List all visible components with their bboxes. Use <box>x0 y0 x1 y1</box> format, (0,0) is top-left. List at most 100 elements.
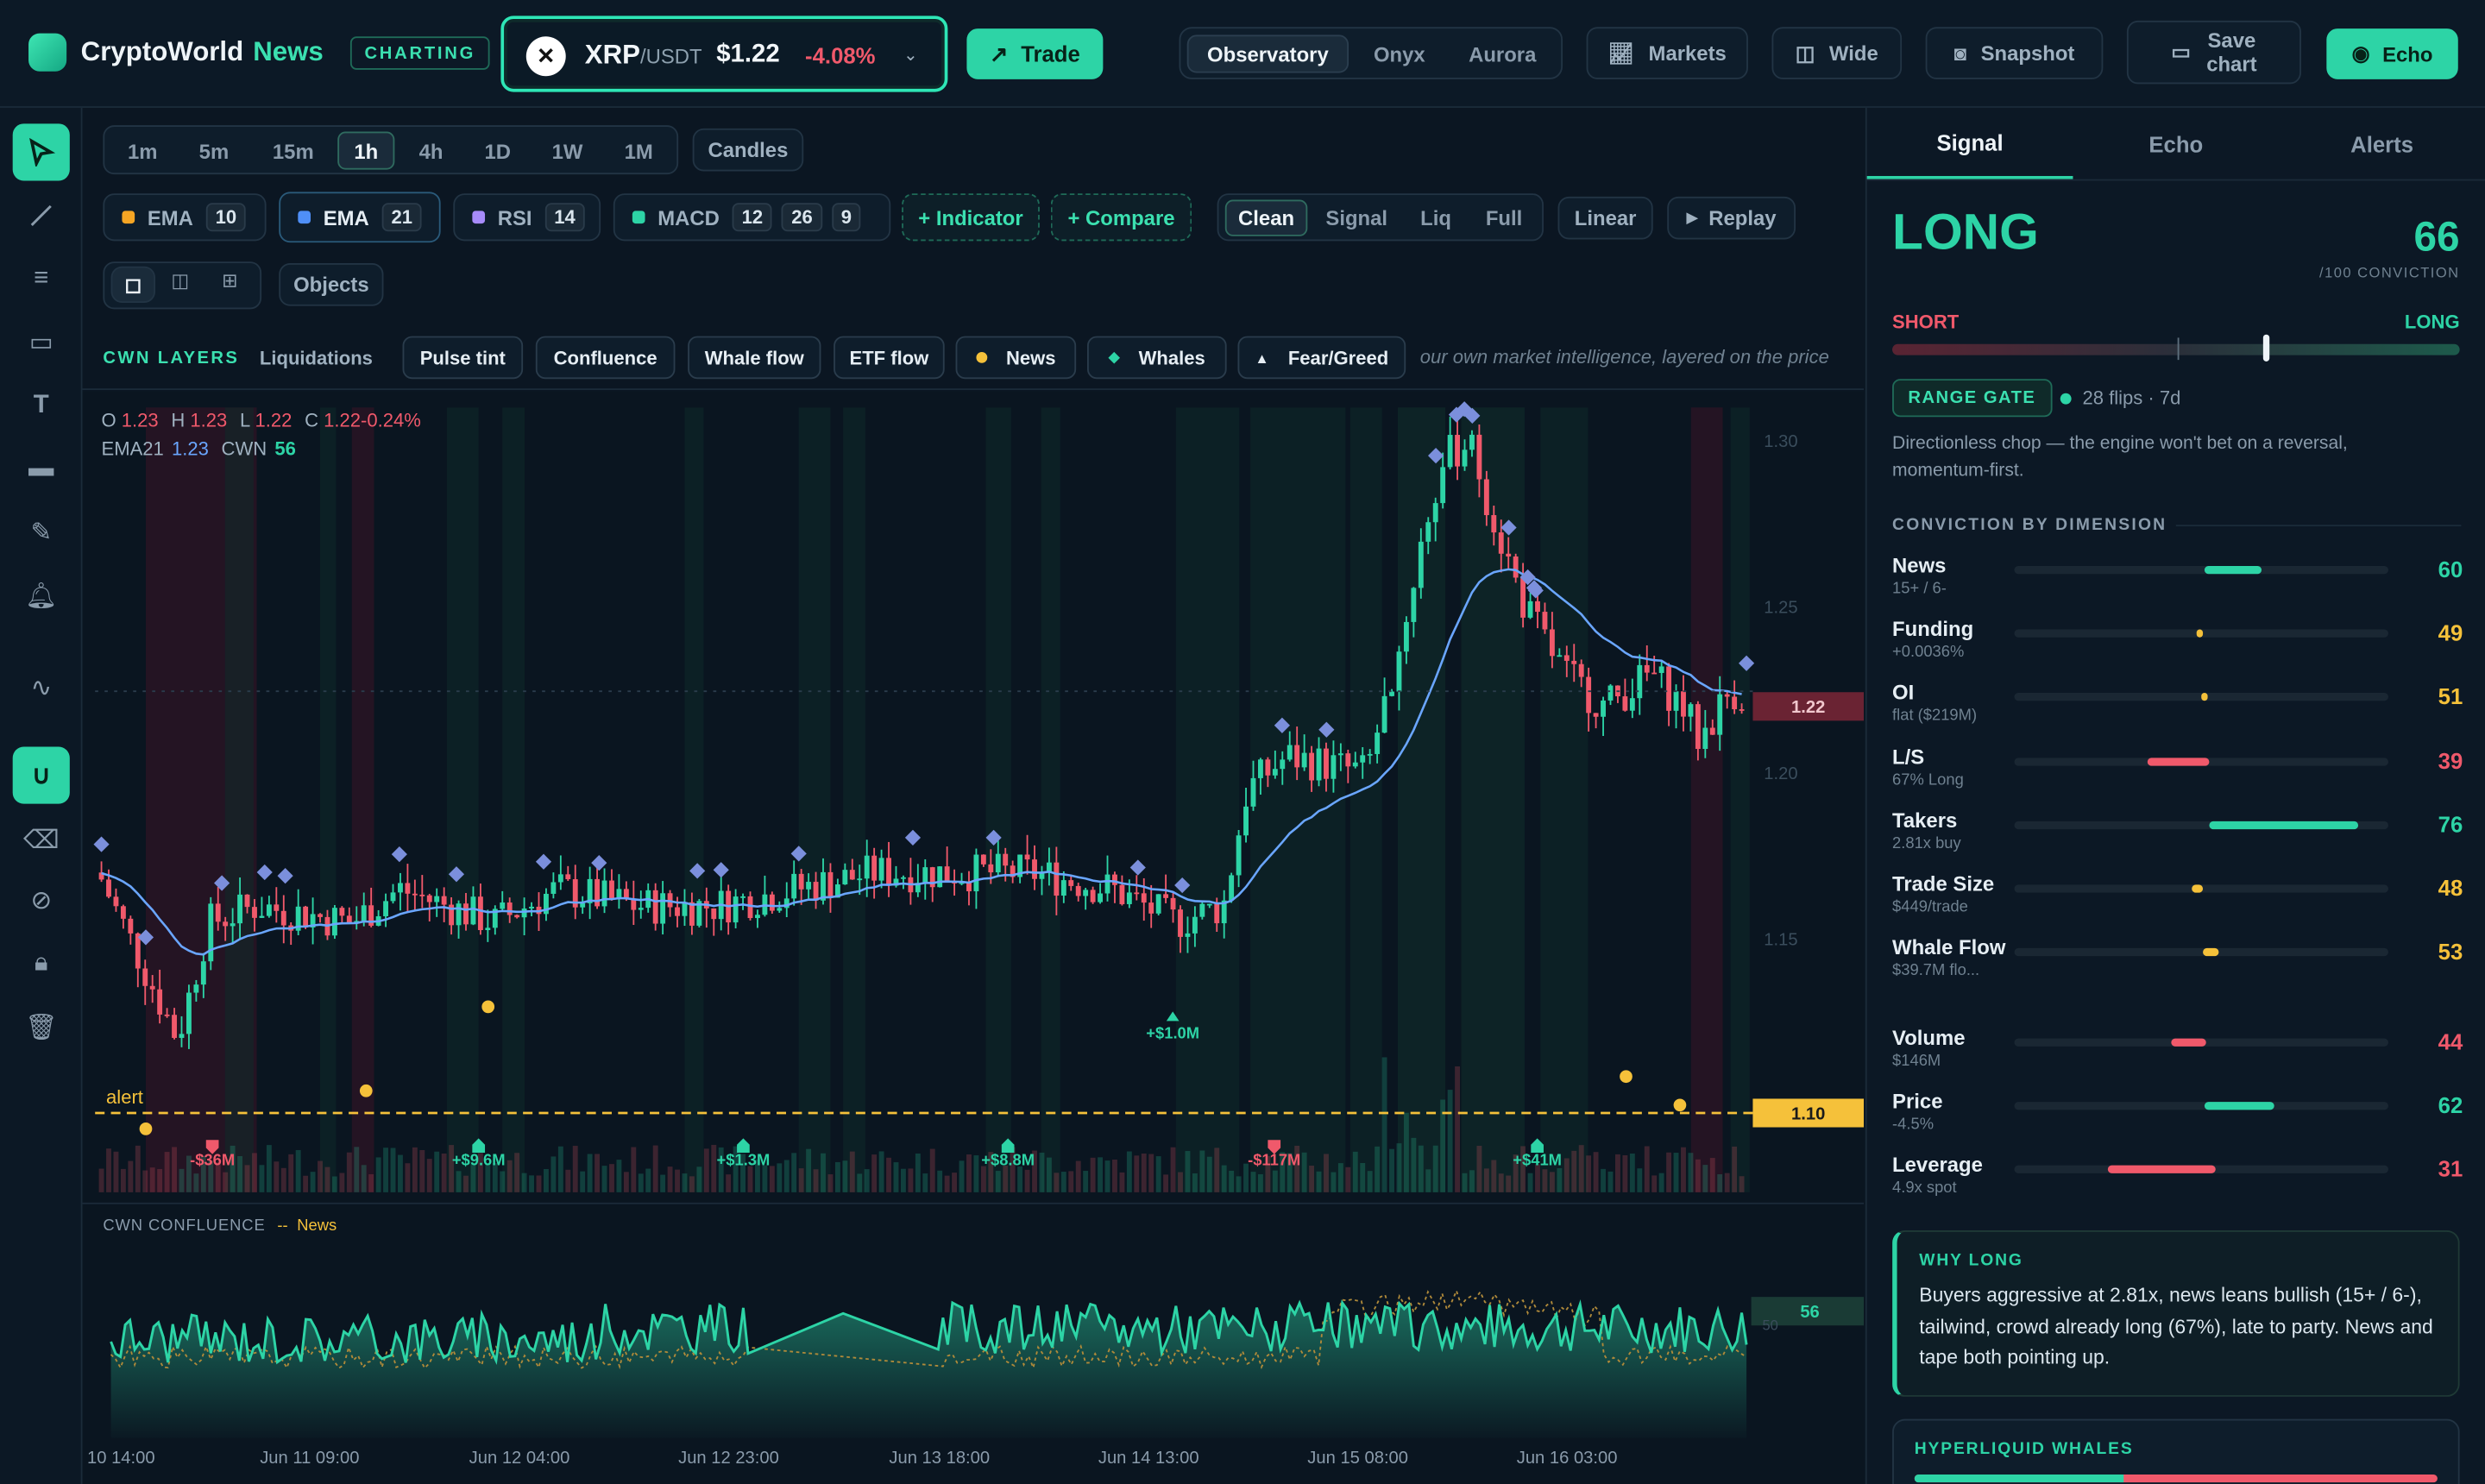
brush-tool[interactable]: ✎ <box>13 504 70 561</box>
whale-marker[interactable] <box>1129 859 1146 876</box>
trendline-tool[interactable] <box>13 187 70 244</box>
wave-tool[interactable]: ∿ <box>13 659 70 716</box>
alert-price-tag <box>1752 1098 1864 1128</box>
cursor-tool[interactable] <box>12 123 70 181</box>
lock-tool[interactable]: 🔒︎ <box>13 935 70 992</box>
add-indicator-button[interactable]: + Indicator <box>902 193 1040 242</box>
price-chart[interactable]: -$36M +$9.6M +$1.3M +$8.8M -$117M +$41M +$1.0M… <box>82 391 1864 1484</box>
candle <box>1637 664 1643 699</box>
layer-whales[interactable]: ◆ Whales <box>1087 336 1227 380</box>
whale-marker[interactable] <box>1318 721 1335 738</box>
rect-tool[interactable]: ▭ <box>13 314 70 371</box>
tab-echo[interactable]: Echo <box>2148 130 2204 157</box>
pulse-tint-6 <box>684 407 704 1192</box>
volume-bar <box>1375 1146 1381 1192</box>
whale-marker[interactable] <box>93 836 110 852</box>
indicator-color <box>472 211 486 224</box>
add-compare-button[interactable]: + Compare <box>1050 193 1192 242</box>
eraser-tool[interactable]: ⌫ <box>13 812 70 869</box>
layer-liquidations[interactable]: Liquidations <box>259 346 373 369</box>
measure-tool[interactable]: ▬ <box>13 441 70 498</box>
text-tool[interactable]: T <box>13 377 70 434</box>
indicator-rsi[interactable]: RSI 14 <box>453 193 601 242</box>
whale-marker[interactable] <box>591 855 607 871</box>
tab-alerts[interactable]: Alerts <box>2350 130 2414 157</box>
theme-observatory[interactable]: Observatory <box>1186 35 1349 73</box>
layout-single-icon[interactable]: ◻ <box>110 266 155 303</box>
volume-bar <box>230 1145 236 1192</box>
whale-marker[interactable] <box>1464 407 1481 424</box>
whale-marker[interactable] <box>1738 655 1755 671</box>
candle <box>1724 694 1730 697</box>
news-marker[interactable] <box>1673 1098 1687 1112</box>
wide-button[interactable]: ◫ Wide <box>1771 27 1903 79</box>
whale-marker[interactable] <box>1274 717 1291 733</box>
view-signal[interactable]: Signal <box>1325 205 1388 230</box>
timeframe-1d[interactable]: 1D <box>484 138 512 163</box>
whale-marker[interactable] <box>689 863 706 879</box>
theme-onyx[interactable]: Onyx <box>1373 41 1425 66</box>
volume-bar <box>1104 1160 1110 1192</box>
ema-line <box>101 568 1742 956</box>
alert-tool[interactable]: 🔔︎ <box>13 568 70 625</box>
snapshot-button[interactable]: ◙ Snapshot <box>1925 27 2104 79</box>
tab-signal[interactable]: Signal <box>1866 108 2073 179</box>
timeframe-1h[interactable]: 1h <box>337 131 395 170</box>
indicator-macd[interactable]: MACD 12 26 9 <box>613 193 891 242</box>
news-marker[interactable] <box>1620 1070 1633 1084</box>
magnet-tool[interactable]: ∪ <box>12 746 70 804</box>
news-marker[interactable] <box>481 1000 495 1014</box>
time-tick-1: Jun 11 09:00 <box>260 1449 359 1468</box>
timeframe-1w[interactable]: 1W <box>551 138 583 163</box>
timeframe-15m[interactable]: 15m <box>272 138 314 163</box>
pair-selector[interactable]: ✕ XRP/USDT $1.22 -4.08% ⌄ <box>500 16 948 92</box>
objects-button[interactable]: Objects <box>279 263 384 306</box>
chart-type-button[interactable]: Candles <box>692 128 804 172</box>
layer-fear-greed[interactable]: ▲ Fear/Greed <box>1237 336 1406 380</box>
news-marker[interactable] <box>139 1122 153 1135</box>
theme-aurora[interactable]: Aurora <box>1469 41 1537 66</box>
save-chart-button[interactable]: ▭ Save chart <box>2126 20 2301 85</box>
delete-tool[interactable]: 🗑︎ <box>13 999 70 1056</box>
hline-tool[interactable]: ≡ <box>13 250 70 307</box>
layer-etf-flow[interactable]: ETF flow <box>834 336 945 380</box>
whale-marker[interactable] <box>1500 519 1517 536</box>
layer-whale-flow[interactable]: Whale flow <box>688 336 821 380</box>
echo-button[interactable]: ◉ Echo <box>2326 28 2458 79</box>
hide-tool[interactable]: ⊘ <box>13 872 70 929</box>
scale-button[interactable]: Linear <box>1557 196 1653 240</box>
layer-pulse-tint[interactable]: Pulse tint <box>402 336 524 380</box>
timeframe-4h[interactable]: 4h <box>418 138 444 163</box>
replay-button[interactable]: ▶ Replay <box>1667 196 1796 240</box>
brand[interactable]: CryptoWorld News <box>81 36 324 68</box>
layout-grid-icon[interactable]: ⊞ <box>222 269 238 292</box>
trade-button[interactable]: ↗ Trade <box>966 28 1104 79</box>
timeframe-1m[interactable]: 1m <box>128 138 158 163</box>
timeframe-5m[interactable]: 5m <box>198 138 230 163</box>
candle <box>550 882 557 894</box>
whale-marker[interactable] <box>713 862 729 878</box>
view-full[interactable]: Full <box>1485 205 1523 230</box>
layer-news[interactable]: News <box>955 336 1077 380</box>
candle <box>1491 515 1497 533</box>
markets-button[interactable]: 📈︎ Markets <box>1586 27 1748 79</box>
candle <box>1681 691 1686 717</box>
news-marker[interactable] <box>359 1084 373 1097</box>
view-clean[interactable]: Clean <box>1224 199 1308 236</box>
whale-marker[interactable] <box>277 868 293 884</box>
volume-bar <box>878 1151 884 1192</box>
signal-direction: LONG <box>1892 203 2039 261</box>
timeframe-1m[interactable]: 1M <box>624 138 653 163</box>
whale-marker[interactable] <box>391 846 407 863</box>
indicator-ema-10[interactable]: EMA 10 <box>103 193 267 242</box>
whale-marker[interactable] <box>790 846 807 862</box>
whale-marker[interactable] <box>1527 582 1544 599</box>
view-liq[interactable]: Liq <box>1420 205 1451 230</box>
volume-bar <box>354 1147 360 1192</box>
volume-bar <box>806 1148 812 1192</box>
indicator-ema-21[interactable]: EMA 21 <box>279 192 441 243</box>
whale-marker[interactable] <box>137 929 154 946</box>
layout-split-icon[interactable]: ◫ <box>171 269 190 292</box>
layer-confluence[interactable]: Confluence <box>535 336 676 380</box>
volume-bar <box>1622 1154 1628 1192</box>
